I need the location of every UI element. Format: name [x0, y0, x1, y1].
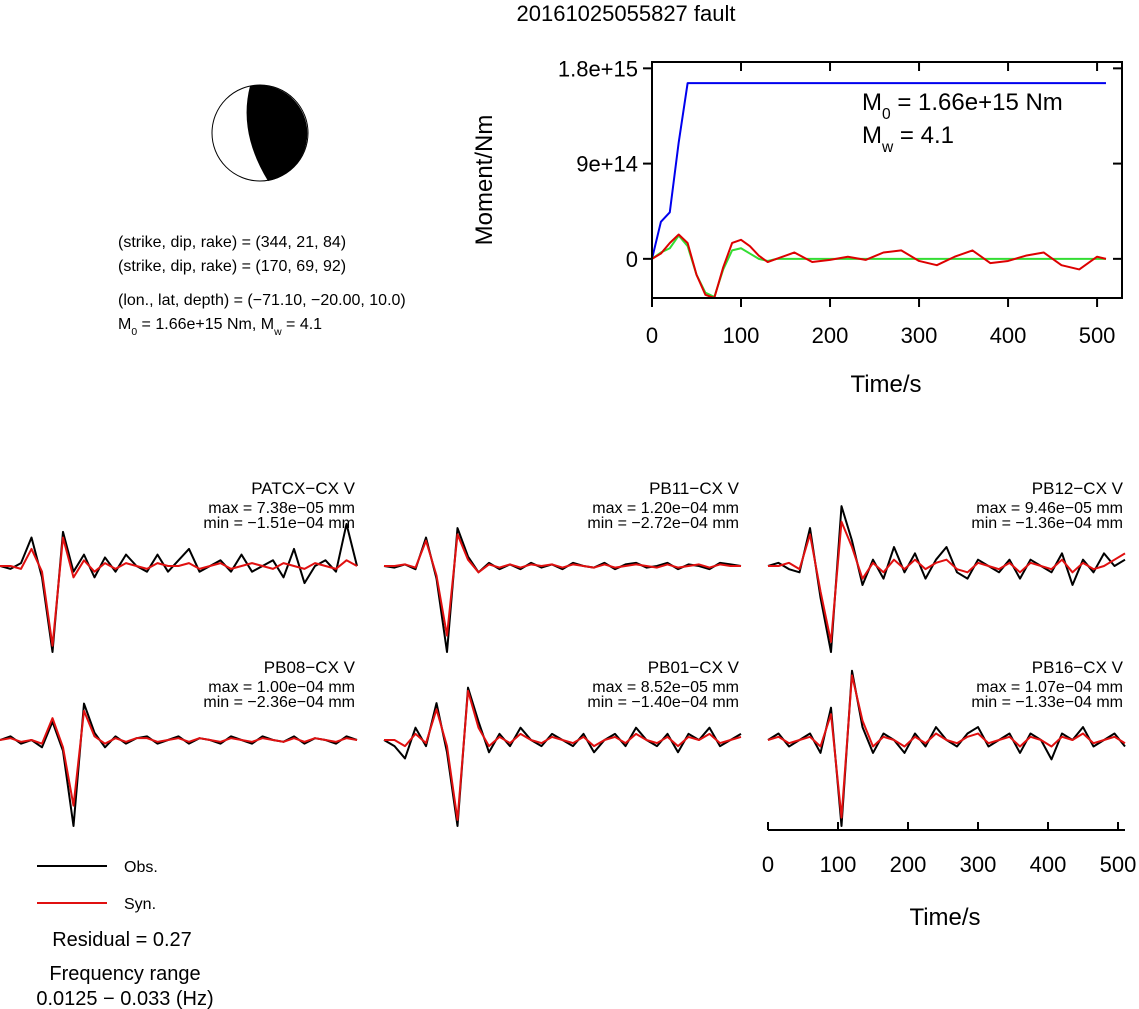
- text-part: M: [118, 316, 131, 333]
- amplitude-label: min = −2.36e−04 mm: [203, 694, 355, 711]
- amplitude-label: min = −1.36e−04 mm: [971, 515, 1123, 532]
- amplitude-label: min = −1.51e−04 mm: [203, 515, 355, 532]
- beachball: [211, 84, 309, 182]
- x-tick-label: 300: [901, 323, 938, 348]
- subscript: w: [273, 327, 282, 338]
- amplitude-label: min = −1.33e−04 mm: [971, 694, 1123, 711]
- x-tick-label: 0: [762, 852, 774, 877]
- figure-title: 20161025055827 fault: [517, 1, 736, 26]
- x-tick-label: 100: [820, 852, 857, 877]
- text-part: = 1.66e+15 Nm: [891, 89, 1063, 116]
- x-tick-label: 400: [1030, 852, 1067, 877]
- frequency-range: 0.0125 − 0.033 (Hz): [36, 988, 213, 1009]
- subscript: 0: [882, 106, 891, 123]
- amplitude-label: min = −1.40e−04 mm: [587, 694, 739, 711]
- series-line: [383, 527, 742, 653]
- amplitude-label: max = 9.46e−05 mm: [976, 500, 1123, 517]
- series-line: [651, 234, 1106, 298]
- x-tick-label: 300: [960, 852, 997, 877]
- station-title: PB01−CX V: [648, 658, 740, 677]
- mechanism-line: (strike, dip, rake) = (344, 21, 84): [118, 234, 346, 251]
- location-line: (lon., lat, depth) = (−71.10, −20.00, 10…: [118, 292, 406, 309]
- station-title: PATCX−CX V: [251, 479, 355, 498]
- station-title: PB11−CX V: [649, 479, 740, 498]
- y-axis-label: Moment/Nm: [471, 115, 498, 246]
- frequency-title: Frequency range: [49, 963, 200, 985]
- moment-line: M0 = 1.66e+15 Nm, Mw = 4.1: [118, 316, 322, 338]
- series-line: [0, 536, 358, 647]
- plot-frame: [651, 61, 1123, 299]
- beachball-compression: [246, 85, 308, 181]
- y-tick-label: 1.8e+15: [558, 56, 638, 81]
- amplitude-label: max = 1.07e−04 mm: [976, 679, 1123, 696]
- x-tick-label: 200: [812, 323, 849, 348]
- annotation: M0 = 1.66e+15 Nm: [862, 89, 1063, 123]
- text-part: = 4.1: [893, 122, 954, 149]
- text-part: = 4.1: [282, 316, 323, 333]
- x-axis-label: Time/s: [909, 904, 980, 931]
- station-title: PB08−CX V: [264, 658, 356, 677]
- subscript: w: [881, 139, 894, 156]
- x-tick-label: 500: [1100, 852, 1137, 877]
- residual: Residual = 0.27: [52, 929, 192, 951]
- text-part: M: [862, 89, 882, 116]
- y-tick-label: 9e+14: [576, 152, 638, 177]
- series-line: [384, 689, 742, 821]
- series-line: [384, 533, 741, 637]
- amplitude-label: max = 7.38e−05 mm: [208, 500, 355, 517]
- y-tick-label: 0: [626, 247, 638, 272]
- x-tick-label: 0: [646, 323, 658, 348]
- series-line: [651, 82, 1106, 260]
- series-line: [768, 520, 1126, 643]
- text-part: = 1.66e+15 Nm, M: [137, 316, 274, 333]
- series-line: [0, 709, 358, 807]
- text-part: M: [862, 122, 882, 149]
- x-tick-label: 400: [990, 323, 1027, 348]
- series-line: [651, 233, 1107, 299]
- legend-label: Obs.: [124, 859, 158, 876]
- legend-label: Syn.: [124, 896, 156, 913]
- amplitude-label: min = −2.72e−04 mm: [587, 515, 739, 532]
- x-tick-label: 200: [890, 852, 927, 877]
- station-title: PB16−CX V: [1032, 658, 1124, 677]
- series-line: [767, 674, 1126, 819]
- amplitude-label: max = 1.00e−04 mm: [208, 679, 355, 696]
- amplitude-label: max = 1.20e−04 mm: [592, 500, 739, 517]
- annotation: Mw = 4.1: [862, 122, 954, 156]
- station-title: PB12−CX V: [1032, 479, 1124, 498]
- x-tick-label: 500: [1079, 323, 1116, 348]
- mechanism-line: (strike, dip, rake) = (170, 69, 92): [118, 258, 346, 275]
- x-tick-label: 100: [723, 323, 760, 348]
- amplitude-label: max = 8.52e−05 mm: [592, 679, 739, 696]
- subscript: 0: [131, 327, 137, 338]
- x-axis-label: Time/s: [850, 371, 921, 398]
